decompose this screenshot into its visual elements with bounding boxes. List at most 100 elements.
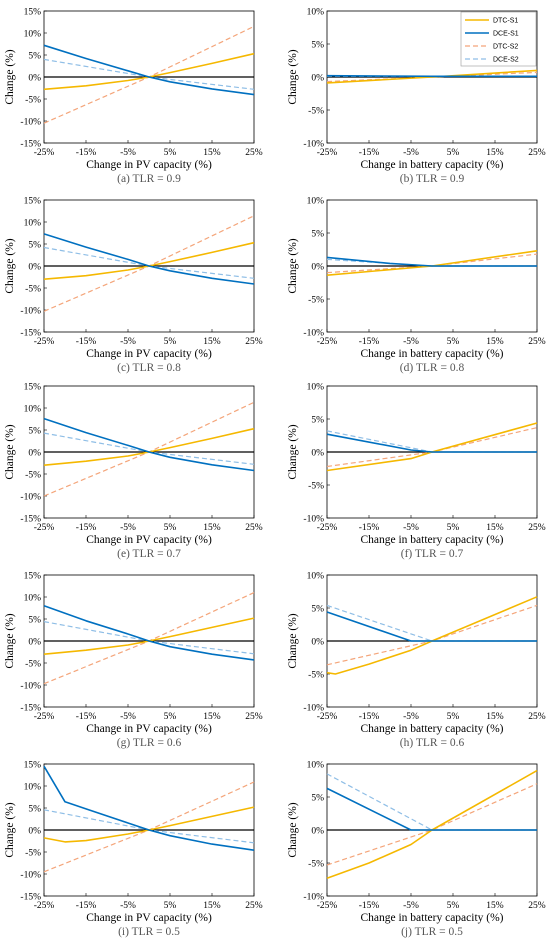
series-line-dtc-s2 bbox=[43, 781, 255, 873]
y-tick-label: 5% bbox=[28, 240, 41, 250]
panel-caption: (b) TLR = 0.9 bbox=[400, 173, 465, 185]
x-axis-title: Change in battery capacity (%) bbox=[360, 534, 503, 546]
legend-box bbox=[460, 11, 537, 67]
y-tick-label: 5% bbox=[28, 804, 41, 814]
series-line-dtc-s1 bbox=[326, 769, 538, 879]
x-tick-label: -15% bbox=[76, 337, 97, 347]
series-line-dce-s1 bbox=[326, 787, 537, 831]
x-tick-label: -25% bbox=[317, 712, 338, 722]
x-axis-title: Change in battery capacity (%) bbox=[360, 723, 503, 735]
x-tick-label: 5% bbox=[164, 712, 177, 722]
x-tick-label: -25% bbox=[34, 523, 55, 533]
x-axis-title: Change in PV capacity (%) bbox=[86, 348, 212, 360]
y-tick-label: -15% bbox=[20, 703, 41, 713]
chart-panel: -15%-10%-5%0%5%10%15%-25% -15% -5% 5% 15% 25%… bbox=[4, 382, 263, 560]
y-axis-title: Change (%) bbox=[287, 424, 299, 479]
x-tick-label: 5% bbox=[447, 337, 460, 347]
panel-caption: (i) TLR = 0.5 bbox=[118, 926, 180, 938]
chart-panel: -15%-10%-5%0%5%10%15%-25% -15% -5% 5% 15% 25%… bbox=[4, 760, 263, 938]
panel-caption: (g) TLR = 0.6 bbox=[117, 737, 182, 749]
y-tick-label: 10% bbox=[24, 404, 42, 414]
x-tick-label: 25% bbox=[245, 901, 263, 911]
x-tick-label: -5% bbox=[120, 712, 136, 722]
y-tick-label: -5% bbox=[25, 470, 41, 480]
y-tick-label: -10% bbox=[20, 306, 41, 316]
x-tick-label: -5% bbox=[120, 337, 136, 347]
series-line-dtc-s1 bbox=[43, 617, 255, 655]
x-tick-label: -15% bbox=[359, 148, 380, 158]
y-tick-label: -5% bbox=[308, 859, 324, 869]
x-tick-label: 25% bbox=[245, 148, 263, 158]
y-tick-label: 0% bbox=[28, 262, 41, 272]
x-tick-label: 5% bbox=[164, 148, 177, 158]
panel-caption: (a) TLR = 0.9 bbox=[117, 173, 181, 185]
series-line-dce-s2 bbox=[43, 432, 255, 465]
x-tick-label: 5% bbox=[447, 901, 460, 911]
x-tick-label: 15% bbox=[486, 337, 504, 347]
x-tick-label: -5% bbox=[403, 712, 419, 722]
chart-panel: -15%-10%-5%0%5%10%15%-25% -15% -5% 5% 15% 25%… bbox=[4, 196, 263, 374]
x-tick-label: -15% bbox=[359, 901, 380, 911]
series-line-dce-s1 bbox=[43, 605, 255, 661]
series-line-dtc-s2 bbox=[326, 427, 538, 468]
y-tick-label: 0% bbox=[311, 262, 324, 272]
x-tick-label: -25% bbox=[34, 337, 55, 347]
chart-panel: -15%-10%-5%0%5%10%15%-25% -15% -5% 5% 15% 25%… bbox=[4, 7, 263, 185]
x-tick-label: 25% bbox=[528, 901, 546, 911]
x-tick-label: -5% bbox=[403, 523, 419, 533]
y-tick-label: -5% bbox=[25, 659, 41, 669]
y-tick-label: 5% bbox=[311, 40, 324, 50]
x-tick-label: 5% bbox=[447, 148, 460, 158]
y-tick-label: 10% bbox=[307, 760, 325, 770]
chart-panel: -10% -5% 0% 5% 10% -25% -15% -5% 5% 15% 25% Change … bbox=[287, 571, 546, 749]
x-axis-title: Change in PV capacity (%) bbox=[86, 723, 212, 735]
legend-label: DTC-S2 bbox=[493, 44, 518, 51]
y-tick-label: -5% bbox=[308, 481, 324, 491]
series-line-dce-s1 bbox=[43, 44, 255, 96]
series-line-dtc-s2 bbox=[43, 215, 255, 312]
y-tick-label: 10% bbox=[24, 29, 42, 39]
legend-label: DCE-S2 bbox=[493, 57, 519, 64]
panel-caption: (e) TLR = 0.7 bbox=[117, 548, 181, 560]
y-axis-title: Change (%) bbox=[4, 802, 16, 857]
y-tick-label: -5% bbox=[25, 95, 41, 105]
y-tick-label: 10% bbox=[24, 782, 42, 792]
series-line-dtc-s2 bbox=[43, 592, 255, 685]
x-tick-label: 5% bbox=[447, 523, 460, 533]
y-tick-label: 0% bbox=[28, 637, 41, 647]
y-tick-label: 5% bbox=[311, 415, 324, 425]
series-line-dtc-s2 bbox=[43, 401, 255, 497]
y-tick-label: -15% bbox=[20, 139, 41, 149]
y-tick-label: 10% bbox=[24, 593, 42, 603]
x-tick-label: -5% bbox=[403, 337, 419, 347]
series-line-dtc-s1 bbox=[326, 596, 538, 675]
y-tick-label: 0% bbox=[28, 448, 41, 458]
panel-caption: (c) TLR = 0.8 bbox=[117, 362, 181, 374]
panel-caption: (f) TLR = 0.7 bbox=[401, 548, 464, 560]
x-tick-label: 5% bbox=[164, 337, 177, 347]
y-axis-title: Change (%) bbox=[4, 424, 16, 479]
x-tick-label: -15% bbox=[76, 148, 97, 158]
y-tick-label: 5% bbox=[28, 51, 41, 61]
x-tick-label: -25% bbox=[34, 148, 55, 158]
x-axis-title: Change in PV capacity (%) bbox=[86, 159, 212, 171]
x-tick-label: -25% bbox=[317, 901, 338, 911]
y-tick-label: -10% bbox=[303, 514, 324, 524]
x-tick-label: 15% bbox=[486, 523, 504, 533]
y-tick-label: 10% bbox=[307, 382, 325, 392]
x-tick-label: -5% bbox=[120, 901, 136, 911]
y-tick-label: 5% bbox=[311, 229, 324, 239]
x-tick-label: 5% bbox=[164, 523, 177, 533]
series-line-dce-s1 bbox=[326, 611, 537, 642]
y-tick-label: 10% bbox=[307, 196, 325, 206]
x-tick-label: -5% bbox=[120, 523, 136, 533]
x-tick-label: -5% bbox=[403, 148, 419, 158]
series-line-dce-s1 bbox=[326, 433, 537, 453]
x-tick-label: -5% bbox=[120, 148, 136, 158]
series-line-dce-s1 bbox=[43, 417, 255, 472]
y-tick-label: 0% bbox=[28, 826, 41, 836]
x-tick-label: 25% bbox=[528, 712, 546, 722]
y-tick-label: -10% bbox=[20, 492, 41, 502]
legend: DTC-S1 DCE-S1 DTC-S2 DCE-S2 bbox=[460, 11, 537, 67]
